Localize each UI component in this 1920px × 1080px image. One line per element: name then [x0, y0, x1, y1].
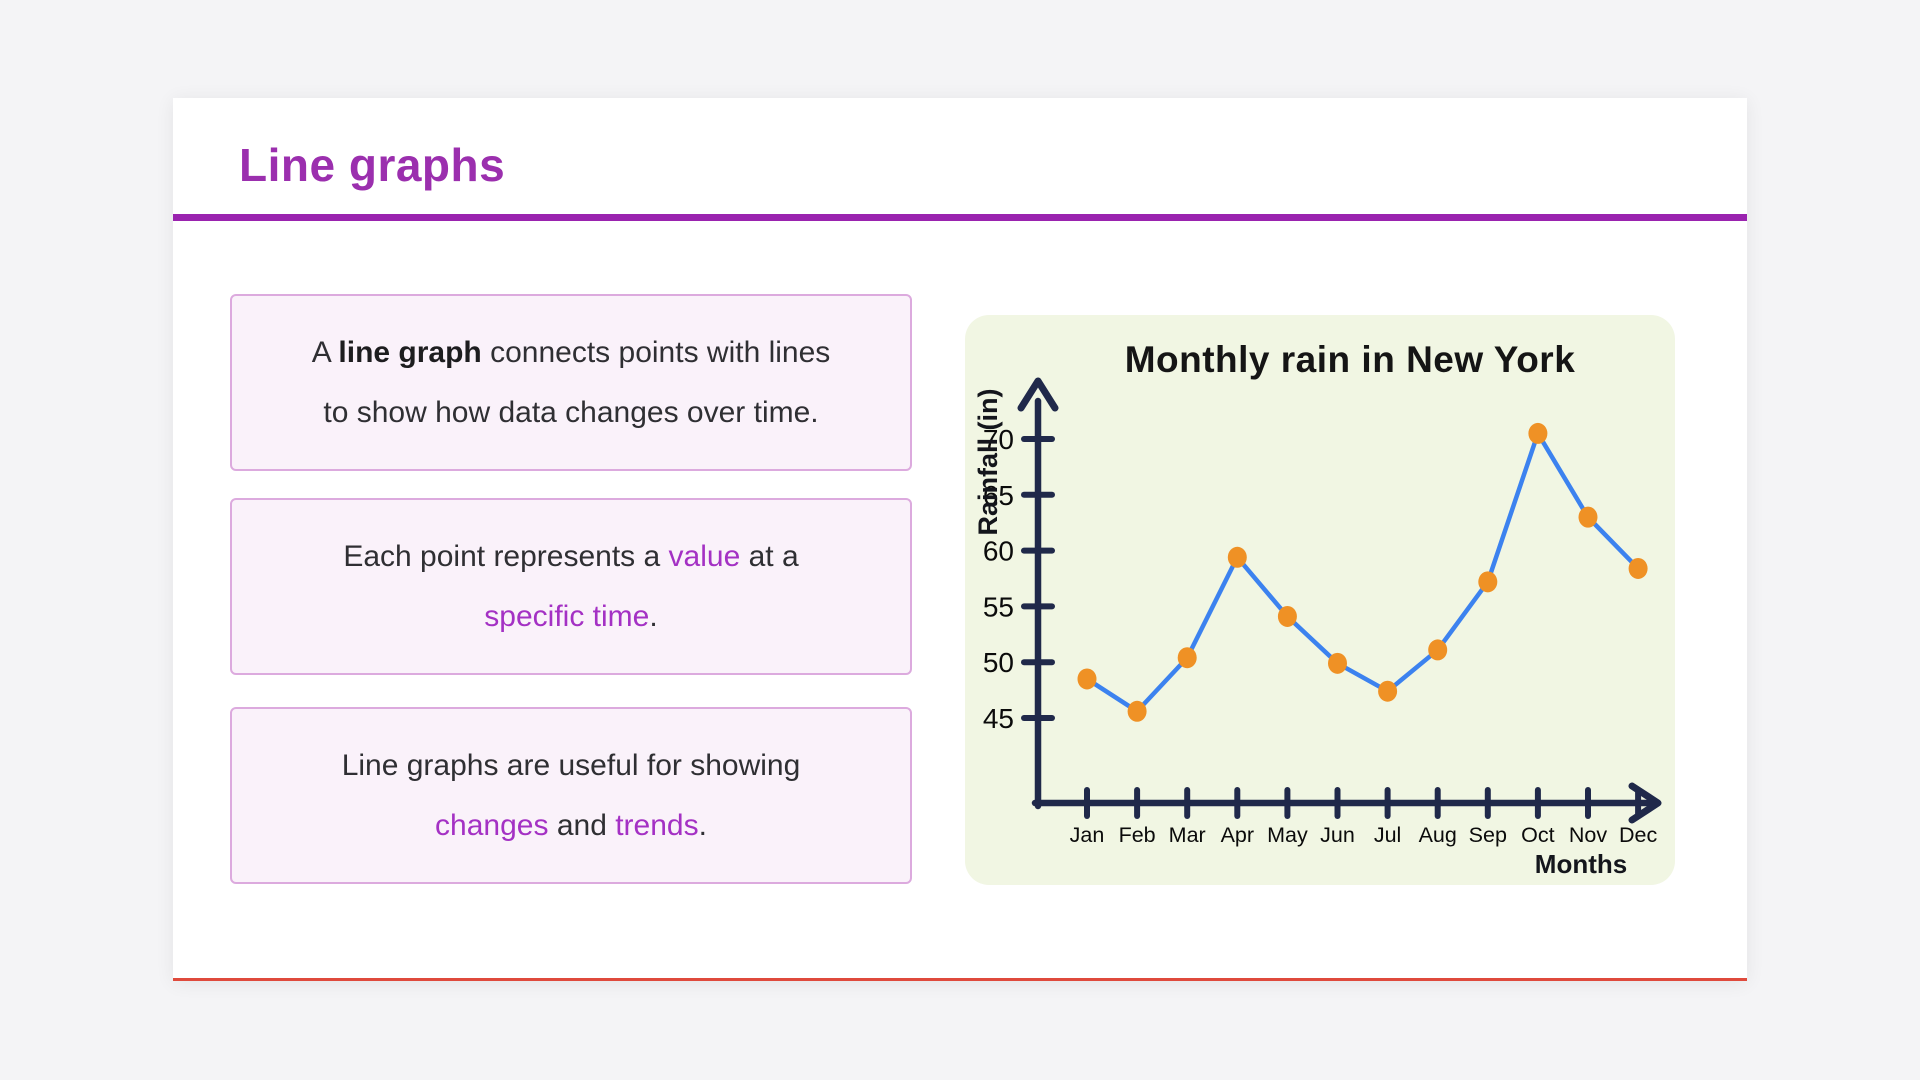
x-tick-label: Aug — [1419, 823, 1457, 847]
data-point — [1227, 546, 1247, 568]
y-axis-label: Rainfall (in) — [973, 388, 1003, 536]
y-tick-label: 60 — [983, 536, 1014, 567]
data-point — [1428, 639, 1448, 661]
usefulness-box: Line graphs are useful for showing chang… — [230, 707, 912, 884]
data-point — [1578, 506, 1598, 528]
chart-panel: 45 50 55 60 65 70 Jan Feb Mar Apr May Jun Jul Aug Sep O… — [965, 315, 1675, 885]
rainfall-line-chart: 45 50 55 60 65 70 Jan Feb Mar Apr May Jun Jul Aug Sep O… — [983, 377, 1662, 847]
x-tick-label: Jan — [1070, 823, 1105, 847]
chart-title: Monthly rain in New York — [1124, 339, 1576, 380]
data-point — [1378, 680, 1398, 702]
definition-line-2: to show how data changes over time. — [323, 395, 819, 429]
lesson-card: Line graphs A line graph connects points… — [173, 98, 1747, 981]
accent-term-specific-time: specific time — [484, 599, 650, 633]
point-meaning-line-1: Each point represents a value at a — [343, 539, 799, 573]
x-tick-label: Feb — [1119, 823, 1156, 847]
data-point — [1628, 557, 1648, 579]
x-tick-label: Oct — [1521, 823, 1554, 847]
data-point — [1177, 647, 1197, 669]
data-point — [1328, 652, 1347, 674]
data-point — [1077, 668, 1097, 690]
x-tick-label: May — [1267, 823, 1308, 847]
x-axis-arrow-icon — [1628, 782, 1662, 824]
y-tick-label: 65 — [983, 480, 1014, 511]
x-tick-label: Mar — [1169, 823, 1206, 847]
definition-line-1: A line graph connects points with lines — [311, 335, 831, 369]
accent-term-trends: trends — [615, 808, 699, 842]
accent-term-changes: changes — [435, 808, 549, 842]
y-tick-label: 55 — [983, 591, 1014, 622]
page-title: Line graphs — [239, 139, 506, 191]
accent-term-value: value — [668, 539, 741, 573]
x-tick-label: Jul — [1374, 823, 1401, 847]
x-tick-label: Dec — [1619, 823, 1657, 847]
x-tick-label: Sep — [1469, 823, 1507, 847]
y-tick-label: 70 — [983, 424, 1014, 455]
point-meaning-box: Each point represents a value at a speci… — [230, 498, 912, 675]
x-tick-label: Jun — [1320, 823, 1355, 847]
title-underline — [173, 214, 1747, 221]
usefulness-line-1: Line graphs are useful for showing — [341, 748, 801, 782]
y-tick-label: 45 — [983, 703, 1014, 734]
y-tick-label: 50 — [983, 647, 1014, 678]
y-axis-arrow-icon — [1017, 377, 1059, 412]
x-tick-label: Apr — [1221, 823, 1254, 847]
data-point — [1478, 571, 1498, 593]
point-meaning-line-2: specific time. — [484, 599, 658, 633]
data-point — [1127, 700, 1147, 722]
x-tick-label: Nov — [1569, 823, 1607, 847]
data-point — [1528, 422, 1548, 444]
usefulness-line-2: changes and trends. — [435, 808, 707, 842]
x-axis-label: Months — [1534, 849, 1628, 879]
data-point — [1277, 605, 1297, 627]
rainfall-series-line — [1084, 431, 1641, 714]
definition-box: A line graph connects points with lines … — [230, 294, 912, 471]
bold-term: line graph — [338, 335, 482, 369]
